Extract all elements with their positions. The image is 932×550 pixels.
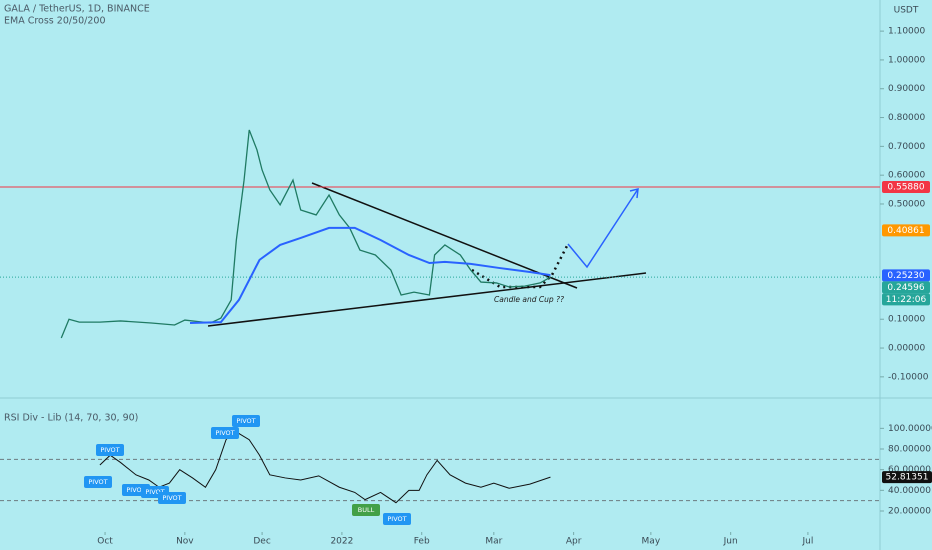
trend-line xyxy=(207,272,647,327)
price-label: 0.40861 xyxy=(887,226,924,236)
y-tick-label: 40.00000 xyxy=(888,486,931,496)
pivot-label: PIVOT xyxy=(236,417,255,425)
x-tick-label: Oct xyxy=(97,537,113,547)
x-tick-label: Nov xyxy=(176,537,194,547)
price-line xyxy=(60,129,551,339)
x-tick-label: Dec xyxy=(253,537,270,547)
rsi-label: 52.81351 xyxy=(886,473,929,483)
x-tick-label: Jun xyxy=(723,537,738,547)
trend-line xyxy=(311,182,578,289)
y-tick-label: 100.00000 xyxy=(888,424,932,434)
price-label: 0.24596 xyxy=(887,283,924,293)
pivot-label: PIVOT xyxy=(100,446,119,454)
indicator-title: EMA Cross 20/50/200 xyxy=(4,16,106,27)
price-label: 0.55880 xyxy=(887,183,924,193)
countdown: 11:22:06 xyxy=(886,295,927,305)
price-label-box xyxy=(882,181,930,194)
price-label-box xyxy=(882,281,930,294)
projection xyxy=(471,243,570,289)
pivot-marker xyxy=(352,504,380,516)
rsi-label-box xyxy=(882,471,932,484)
projection-arrow xyxy=(567,188,639,269)
price-label-box xyxy=(882,269,930,282)
x-tick-label: Feb xyxy=(414,537,430,547)
y-tick-label: 0.80000 xyxy=(888,113,925,123)
pivot-label: BULL xyxy=(358,506,375,514)
y-tick-label: 0.60000 xyxy=(888,171,925,181)
y-tick-label: 20.00000 xyxy=(888,506,931,516)
pivot-label: PIVOT xyxy=(162,494,181,502)
pivot-marker xyxy=(232,415,260,427)
y-tick-label: -0.10000 xyxy=(888,372,929,382)
y-tick-label: 0.00000 xyxy=(888,344,925,354)
y-tick-label: 0.70000 xyxy=(888,142,925,152)
pivot-marker xyxy=(158,492,186,504)
price-label: 0.25230 xyxy=(887,271,924,281)
y-tick-label: 60.00000 xyxy=(888,465,931,475)
y-tick-label: 0.90000 xyxy=(888,84,925,94)
price-label-box xyxy=(882,224,930,237)
pivot-label: PIVOT xyxy=(126,486,145,494)
pivot-label: PIVOT xyxy=(88,478,107,486)
x-tick-label: Apr xyxy=(566,537,582,547)
chart-title: GALA / TetherUS, 1D, BINANCE xyxy=(4,4,150,15)
ema-line xyxy=(189,226,551,324)
x-tick-label: Jul xyxy=(801,537,813,547)
pivot-marker xyxy=(96,444,124,456)
countdown-box xyxy=(882,293,930,306)
arrow-head xyxy=(629,188,639,199)
x-tick-label: Mar xyxy=(485,537,502,547)
rsi-line xyxy=(99,429,551,504)
y-tick-label: 1.00000 xyxy=(888,55,925,65)
y-tick-label: 0.10000 xyxy=(888,315,925,325)
x-tick-label: 2022 xyxy=(330,537,353,547)
y-tick-label: 0.50000 xyxy=(888,199,925,209)
drawings: Candle and Cup ?? xyxy=(207,182,647,327)
pivot-marker xyxy=(383,513,411,525)
y-tick-label: 80.00000 xyxy=(888,445,931,455)
currency-label: USDT xyxy=(894,6,919,16)
pivot-label: PIVOT xyxy=(387,515,406,523)
rsi-title: RSI Div - Lib (14, 70, 30, 90) xyxy=(4,413,138,424)
y-tick-label: 1.10000 xyxy=(888,27,925,37)
pivot-marker xyxy=(84,476,112,488)
pivot-label: PIVOT xyxy=(145,488,164,496)
x-tick-label: May xyxy=(642,537,661,547)
pivot-label: PIVOT xyxy=(215,429,234,437)
pivot-marker xyxy=(211,427,239,439)
annotation: Candle and Cup ?? xyxy=(494,295,564,304)
